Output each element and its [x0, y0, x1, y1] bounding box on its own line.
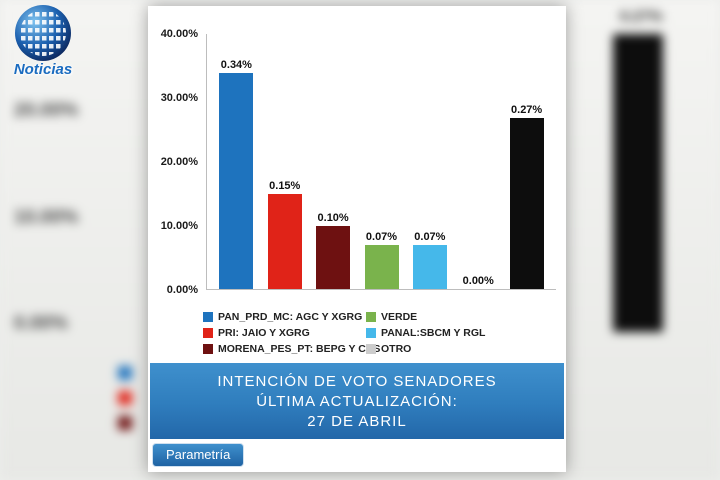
- bar-group: 0.27%: [508, 104, 546, 289]
- chart-card: 40.00% 30.00% 20.00% 10.00% 0.00% 0.34% 0.15%…: [148, 6, 566, 472]
- legend: PAN_PRD_MC: AGC Y XGRG PRI: JAIO Y XGRG MO…: [203, 309, 529, 357]
- bar-value-label: 0.07%: [414, 230, 446, 243]
- legend-swatch: [366, 344, 376, 354]
- bar: [412, 244, 447, 289]
- legend-item: MORENA_PES_PT: BEPG Y CAS: [203, 341, 380, 357]
- bg-black-bar: [613, 34, 663, 332]
- bg-y-tick: 10.00%: [14, 207, 79, 228]
- bar: [316, 225, 351, 289]
- bar-group: 0.00%: [459, 275, 497, 289]
- y-tick-label: 10.00%: [160, 220, 198, 232]
- legend-item: PRI: JAIO Y XGRG: [203, 325, 366, 341]
- bar: [509, 117, 544, 289]
- legend-label: MORENA_PES_PT: BEPG Y CAS: [218, 343, 381, 355]
- plot-area: 0.34% 0.15% 0.10% 0.07% 0.07% 0.00% 0.27%: [206, 34, 556, 290]
- source-badge: Parametría: [152, 443, 245, 467]
- banner-line-2: ÚLTIMA ACTUALIZACIÓN:: [256, 392, 458, 410]
- y-axis: 40.00% 30.00% 20.00% 10.00% 0.00%: [158, 28, 202, 296]
- bg-bar-value-label: 0.27%: [620, 8, 663, 25]
- bar-group: 0.15%: [266, 180, 304, 289]
- bar: [364, 244, 399, 289]
- bar-group: 0.07%: [411, 231, 449, 289]
- title-banner: INTENCIÓN DE VOTO SENADORES ÚLTIMA ACTUA…: [150, 363, 564, 439]
- legend-item: VERDE: [366, 309, 529, 325]
- channel-logo: Noticias: [6, 4, 80, 78]
- bar-value-label: 0.34%: [220, 59, 252, 72]
- legend-item: OTRO: [366, 341, 529, 357]
- globe-icon: [15, 5, 71, 61]
- legend-label: PRI: JAIO Y XGRG: [218, 327, 310, 339]
- y-tick-label: 20.00%: [160, 156, 198, 168]
- y-tick-label: 30.00%: [160, 92, 198, 104]
- banner-line-3: 27 DE ABRIL: [307, 412, 407, 430]
- bar-group: 0.07%: [363, 231, 401, 289]
- bg-legend-swatch-red: [118, 391, 132, 405]
- bg-legend-swatch-blue: [118, 366, 132, 380]
- legend-label: VERDE: [381, 311, 418, 323]
- bar: [219, 73, 254, 289]
- bar-group: 0.34%: [217, 59, 255, 289]
- legend-swatch: [203, 328, 213, 338]
- legend-item: PANAL:SBCM Y RGL: [366, 325, 529, 341]
- legend-label: PANAL:SBCM Y RGL: [381, 327, 486, 339]
- bg-y-tick: 20.00%: [14, 100, 79, 121]
- bar-group: 0.10%: [314, 211, 352, 289]
- bar-value-label: 0.27%: [511, 103, 543, 116]
- bg-legend-swatch-maroon: [118, 416, 132, 430]
- legend-item: PAN_PRD_MC: AGC Y XGRG: [203, 309, 366, 325]
- legend-swatch: [203, 312, 213, 322]
- bg-y-tick: 0.00%: [14, 313, 68, 334]
- bar: [267, 193, 302, 289]
- legend-swatch: [203, 344, 213, 354]
- bar-value-label: 0.15%: [269, 179, 301, 192]
- bar-value-label: 0.07%: [365, 230, 398, 243]
- bar-value-label: 0.10%: [317, 211, 349, 224]
- legend-label: PAN_PRD_MC: AGC Y XGRG: [218, 311, 363, 323]
- bar-value-label: 0.00%: [462, 275, 494, 287]
- channel-logo-text: Noticias: [13, 61, 73, 78]
- bar-chart: 40.00% 30.00% 20.00% 10.00% 0.00% 0.34% 0.15%…: [158, 28, 556, 296]
- y-tick-label: 0.00%: [166, 284, 198, 296]
- legend-swatch: [366, 312, 376, 322]
- y-tick-label: 40.00%: [160, 28, 198, 40]
- legend-swatch: [366, 328, 376, 338]
- legend-label: OTRO: [381, 343, 412, 355]
- banner-line-1: INTENCIÓN DE VOTO SENADORES: [217, 372, 497, 390]
